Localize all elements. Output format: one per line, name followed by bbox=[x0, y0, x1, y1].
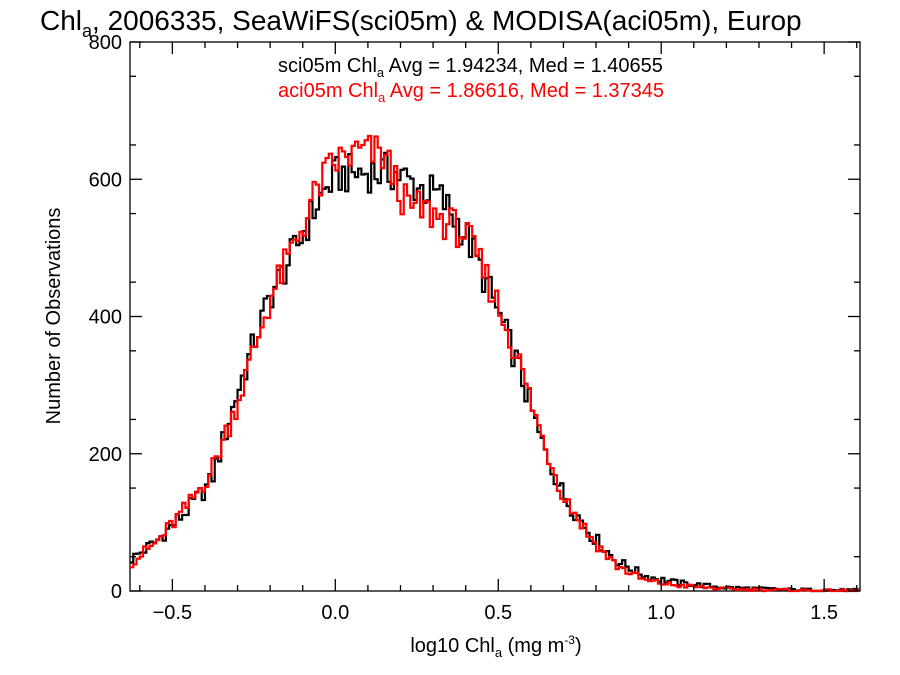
plot-frame bbox=[129, 41, 861, 592]
y-tick-label: 600 bbox=[89, 169, 122, 191]
chart-title: Chla, 2006335, SeaWiFS(sci05m) & MODISA(… bbox=[40, 5, 802, 41]
histogram-series-sci05m bbox=[130, 151, 860, 593]
histogram-series-aci05m bbox=[130, 134, 860, 593]
x-tick-label: 1.0 bbox=[647, 602, 675, 624]
y-axis-label: Number of Observations bbox=[43, 208, 65, 425]
y-tick-label: 0 bbox=[111, 581, 122, 603]
x-tick-label: 0.5 bbox=[484, 602, 512, 624]
legend-stats-sci05m: sci05m Chla Avg = 1.94234, Med = 1.40655 bbox=[278, 55, 663, 80]
x-tick-label: 0.0 bbox=[321, 602, 349, 624]
y-tick-label: 800 bbox=[89, 32, 122, 54]
x-axis-label: log10 Chla (mg m-3) bbox=[410, 633, 581, 660]
x-tick-label: −0.5 bbox=[153, 602, 192, 624]
axes-layer: −0.5 0.0 0.5 1.0 1.5 0 200 400 600 800 bbox=[89, 32, 860, 624]
x-tick-label: 1.5 bbox=[810, 602, 838, 624]
y-tick-label: 200 bbox=[89, 444, 122, 466]
series-layer bbox=[130, 134, 860, 593]
y-tick-label: 400 bbox=[89, 307, 122, 329]
legend-stats-aci05m: aci05m Chla Avg = 1.86616, Med = 1.37345 bbox=[278, 80, 664, 105]
